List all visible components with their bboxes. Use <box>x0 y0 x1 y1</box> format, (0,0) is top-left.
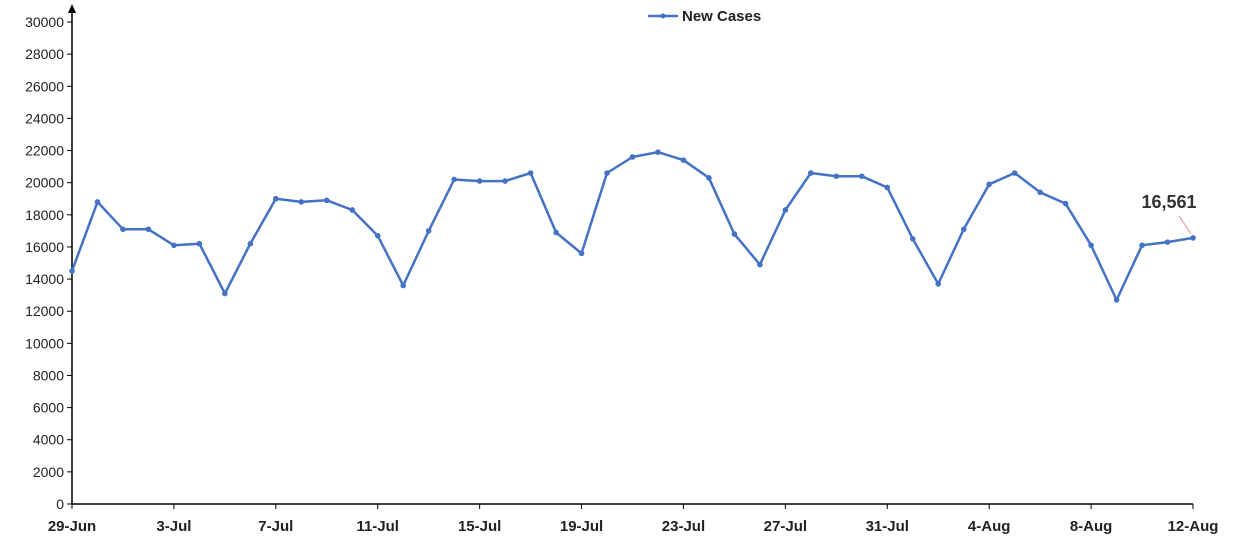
y-tick-label-20000: 20000 <box>25 175 64 191</box>
data-point-14-Jul <box>451 176 457 183</box>
annotation-label: 16,561 <box>1141 192 1196 212</box>
data-point-3-Aug <box>960 226 967 233</box>
data-point-11-Aug <box>1164 239 1171 245</box>
data-point-31-Jul <box>884 184 891 191</box>
y-tick-label-24000: 24000 <box>25 110 64 126</box>
x-tick-label-4-Aug: 4-Aug <box>968 518 1011 535</box>
data-point-20-Jul <box>604 170 610 176</box>
data-point-6-Jul <box>247 240 254 247</box>
data-point-4-Jul <box>196 240 203 247</box>
data-point-19-Jul <box>578 250 585 257</box>
data-point-9-Aug <box>1113 297 1120 303</box>
y-tick-label-16000: 16000 <box>25 239 64 255</box>
x-tick-label-19-Jul: 19-Jul <box>560 518 603 535</box>
data-point-18-Jul <box>553 229 559 236</box>
annotation-leader-line <box>1178 215 1192 235</box>
y-tick-label-14000: 14000 <box>25 271 64 287</box>
data-point-1-Aug <box>909 236 916 242</box>
data-point-2-Jul <box>145 226 152 233</box>
x-tick-label-29-Jun: 29-Jun <box>48 518 96 535</box>
data-point-8-Jul <box>298 199 305 205</box>
x-axis-ticks: 29-Jun 3-Jul 7-Jul 11-Jul 15-Jul 19-Jul 23-Jul… <box>48 504 1219 535</box>
data-point-7-Jul <box>273 195 279 202</box>
x-tick-label-3-Jul: 3-Jul <box>156 518 191 535</box>
series-new-cases <box>69 149 1196 303</box>
x-tick-label-12-Aug: 12-Aug <box>1168 518 1219 535</box>
x-tick-label-15-Jul: 15-Jul <box>458 518 501 535</box>
y-tick-label-30000: 30000 <box>25 14 64 30</box>
data-point-2-Aug <box>935 281 942 287</box>
data-point-1-Jul <box>120 226 126 233</box>
data-point-5-Jul <box>222 290 228 297</box>
data-point-17-Jul <box>527 170 534 176</box>
data-point-29-Jul <box>833 173 840 180</box>
x-tick-label-7-Jul: 7-Jul <box>258 518 293 535</box>
data-point-30-Jun <box>94 199 101 205</box>
y-tick-label-26000: 26000 <box>25 78 64 94</box>
data-point-10-Aug <box>1139 242 1145 249</box>
data-point-7-Aug <box>1062 200 1069 207</box>
data-point-24-Jul <box>706 175 712 181</box>
data-point-23-Jul <box>680 157 687 163</box>
data-point-21-Jul <box>629 154 636 160</box>
x-tick-label-11-Jul: 11-Jul <box>356 518 399 535</box>
series-line-new-cases <box>70 150 1194 302</box>
data-point-27-Jul <box>782 207 789 213</box>
y-tick-label-28000: 28000 <box>25 46 64 62</box>
y-tick-label-8000: 8000 <box>33 367 64 383</box>
y-tick-label-6000: 6000 <box>33 400 64 416</box>
data-point-30-Jul <box>858 173 865 180</box>
data-point-10-Jul <box>349 207 356 213</box>
x-tick-label-8-Aug: 8-Aug <box>1070 518 1113 535</box>
y-axis-ticks: 0 2000 4000 6000 8000 10000 12000 14000 16000 180… <box>25 14 72 512</box>
x-tick-label-23-Jul: 23-Jul <box>662 518 705 535</box>
y-tick-label-2000: 2000 <box>33 464 64 480</box>
data-point-26-Jul <box>757 261 763 268</box>
data-point-13-Jul <box>425 228 432 234</box>
data-point-12-Jul <box>400 282 407 289</box>
data-point-6-Aug <box>1037 189 1043 196</box>
data-point-4-Aug <box>986 181 992 188</box>
x-tick-label-31-Jul: 31-Jul <box>866 518 909 535</box>
data-point-8-Aug <box>1088 242 1094 249</box>
data-point-15-Jul <box>476 178 483 184</box>
legend-label-new-cases: New Cases <box>682 8 761 25</box>
data-point-11-Jul <box>374 232 381 239</box>
y-tick-label-22000: 22000 <box>25 143 64 159</box>
data-point-16-Jul <box>502 178 508 184</box>
data-point-3-Jul <box>171 242 177 249</box>
data-point-9-Jul <box>323 197 330 204</box>
y-tick-label-4000: 4000 <box>33 432 64 448</box>
y-tick-label-10000: 10000 <box>25 335 64 351</box>
y-tick-label-18000: 18000 <box>25 207 64 223</box>
data-point-5-Aug <box>1011 170 1018 176</box>
data-point-29-Jun <box>69 268 75 274</box>
legend: New Cases <box>648 8 761 25</box>
y-axis-arrow <box>68 4 76 13</box>
annotations: 16,561 <box>1141 192 1197 235</box>
data-point-25-Jul <box>731 231 738 237</box>
data-point-22-Jul <box>655 149 661 155</box>
y-tick-label-0: 0 <box>56 496 64 512</box>
legend-marker-swatch <box>660 13 666 19</box>
data-point-12-Aug <box>1190 235 1196 241</box>
x-tick-label-27-Jul: 27-Jul <box>764 518 807 535</box>
data-point-28-Jul <box>808 170 814 176</box>
y-tick-label-12000: 12000 <box>25 303 64 319</box>
